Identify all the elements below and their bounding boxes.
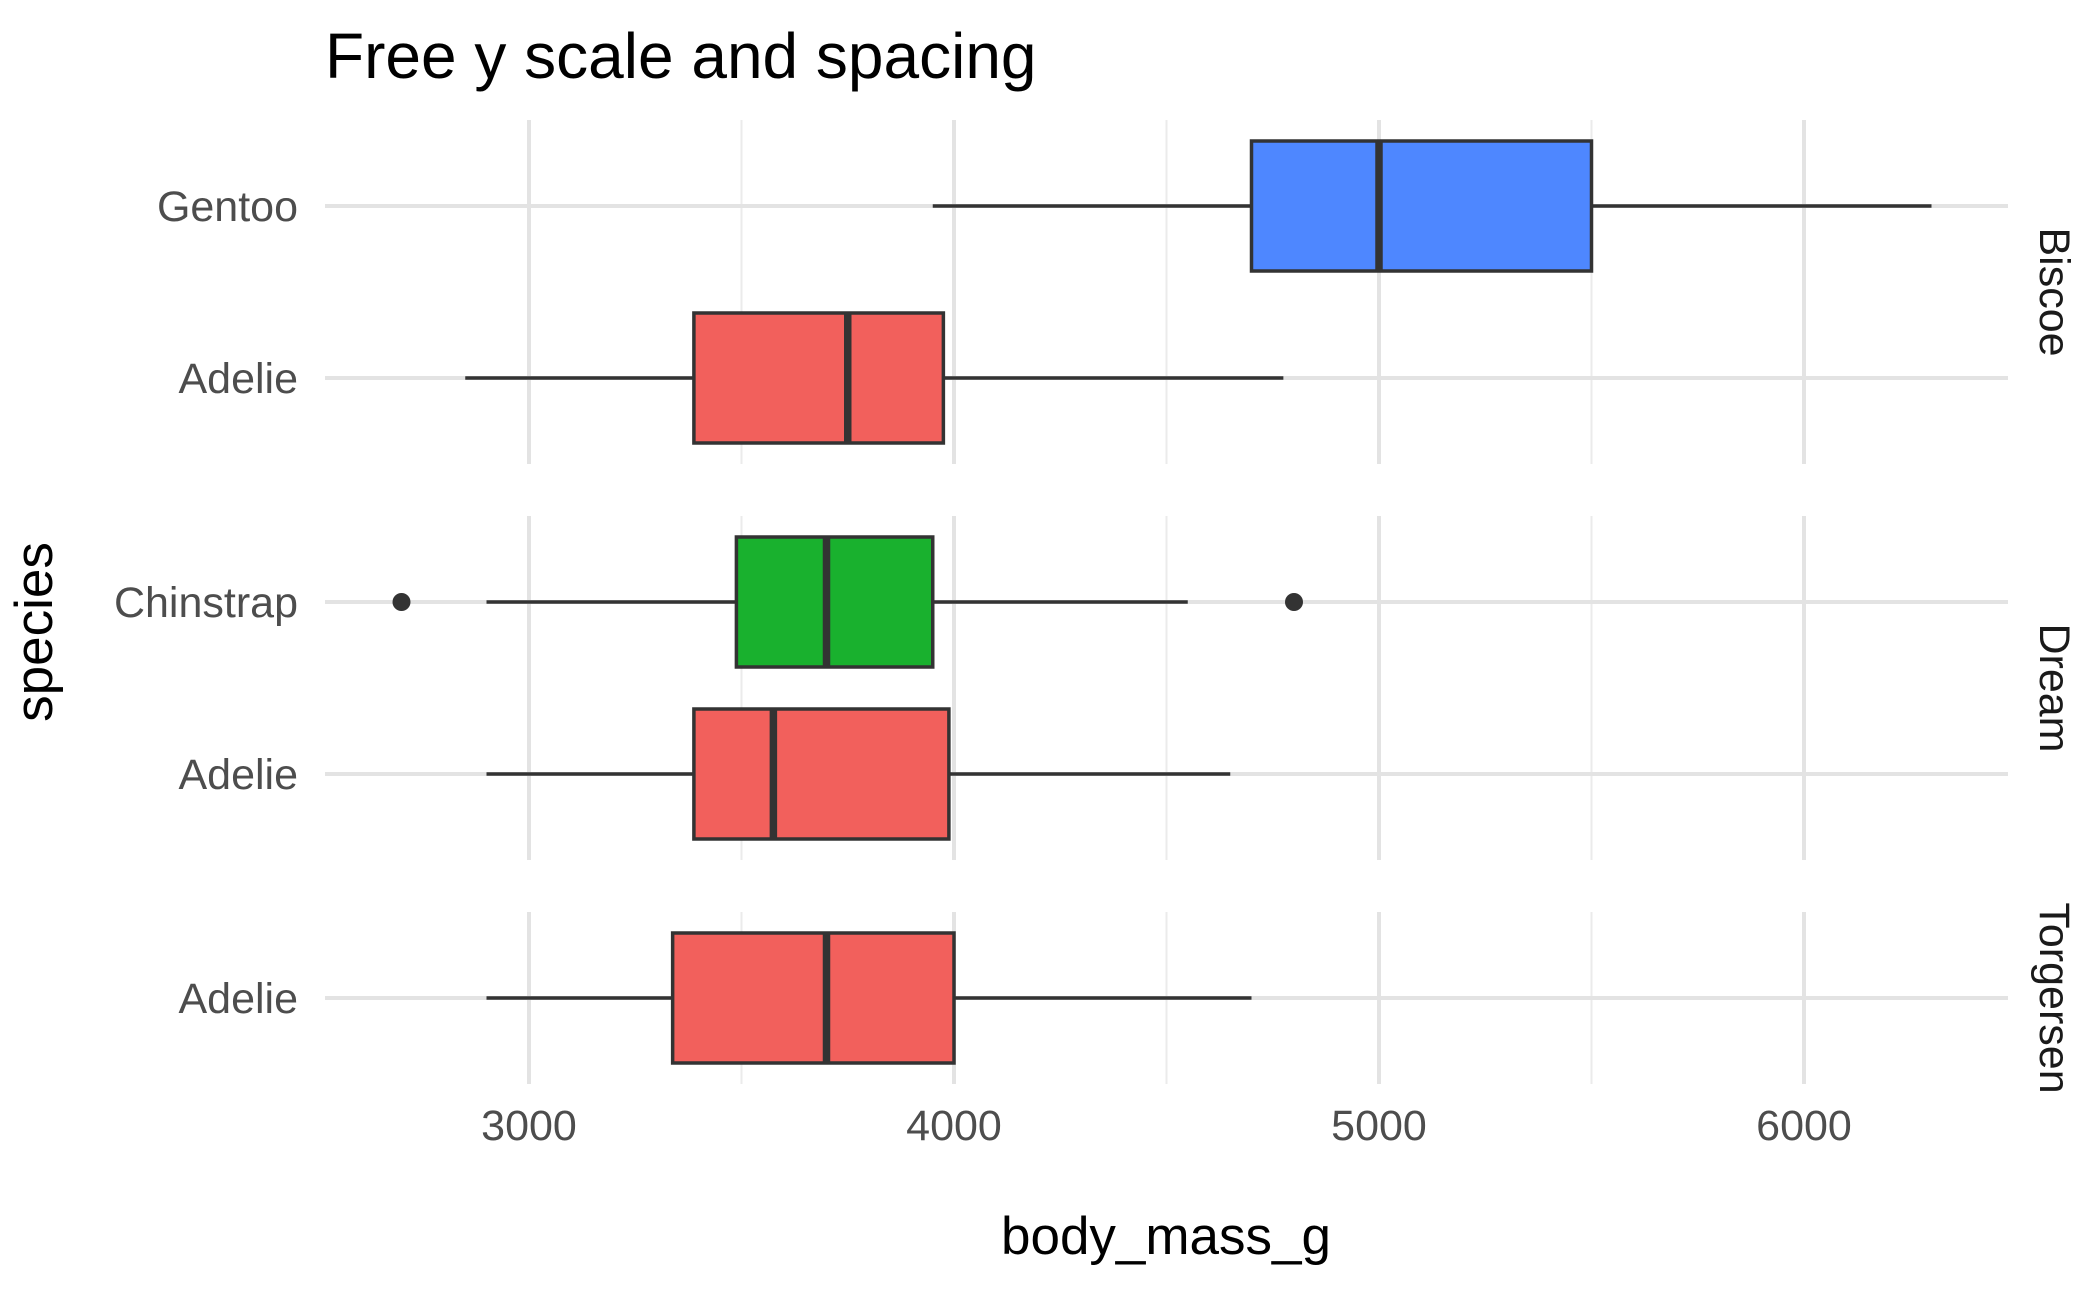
box-adelie [692, 311, 946, 445]
x-tick-label: 5000 [1331, 1102, 1427, 1150]
panel-dream: Chinstrap Adelie Dream [114, 516, 2078, 860]
outlier-point [392, 593, 411, 611]
strip-label-torgersen: Torgersen [2030, 902, 2078, 1093]
y-tick-label: Adelie [178, 751, 298, 799]
x-tick-label: 3000 [481, 1102, 577, 1150]
panel-torgersen: Adelie Torgersen [178, 902, 2078, 1093]
chart-title: Free y scale and spacing [325, 20, 1037, 92]
box-adelie [692, 707, 951, 841]
x-tick-label: 4000 [906, 1102, 1002, 1150]
y-tick-label: Adelie [178, 355, 298, 403]
x-tick-label: 6000 [1756, 1102, 1852, 1150]
panel-biscoe: Gentoo Adelie Biscoe [157, 120, 2078, 464]
box-adelie [670, 931, 956, 1065]
outlier-point [1285, 593, 1303, 611]
strip-label-dream: Dream [2030, 623, 2078, 752]
facet-panels: Gentoo Adelie Biscoe Chinstrap Adelie Dream Ad… [114, 120, 2078, 1094]
y-tick-label: Adelie [178, 975, 298, 1023]
strip-label-biscoe: Biscoe [2030, 227, 2078, 356]
y-tick-label: Chinstrap [114, 579, 298, 627]
y-tick-label: Gentoo [157, 183, 298, 231]
x-axis-title: body_mass_g [1001, 1207, 1331, 1266]
box-chinstrap [734, 535, 935, 669]
y-axis-title: species [5, 542, 64, 722]
box-gentoo [1249, 139, 1594, 273]
x-axis-ticks: 3000 4000 5000 6000 [481, 1102, 1852, 1150]
